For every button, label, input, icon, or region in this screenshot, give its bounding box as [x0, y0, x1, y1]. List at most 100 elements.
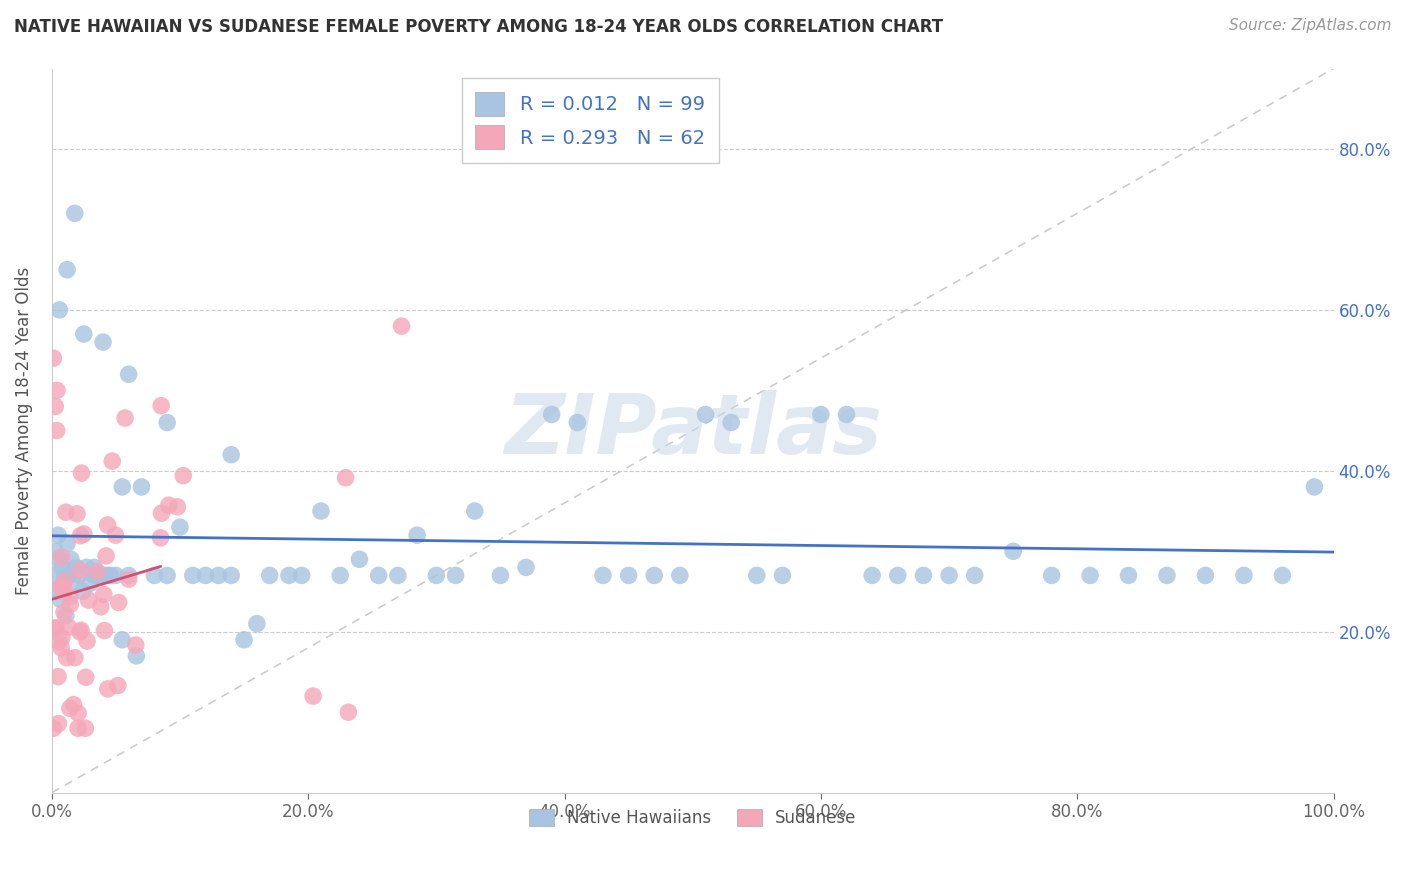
Point: [246, 616, 269, 631]
Point: [277, 568, 299, 582]
Point: [118, 568, 141, 582]
Point: [75, 670, 97, 684]
Point: [104, 528, 127, 542]
Point: [45, 621, 67, 635]
Point: [349, 552, 371, 566]
Point: [194, 568, 217, 582]
Point: [49, 592, 72, 607]
Point: [44, 568, 66, 582]
Point: [62, 698, 84, 712]
Point: [91, 334, 114, 349]
Point: [425, 568, 447, 582]
Point: [75, 560, 97, 574]
Point: [101, 454, 124, 468]
Point: [810, 408, 832, 422]
Point: [45, 584, 67, 599]
Point: [592, 568, 614, 582]
Point: [464, 504, 486, 518]
Point: [63, 650, 86, 665]
Point: [860, 568, 883, 582]
Point: [1002, 544, 1025, 558]
Point: [887, 568, 910, 582]
Text: Source: ZipAtlas.com: Source: ZipAtlas.com: [1229, 18, 1392, 33]
Point: [309, 504, 332, 518]
Point: [111, 480, 134, 494]
Point: [149, 531, 172, 545]
Point: [515, 560, 537, 574]
Point: [55, 505, 77, 519]
Point: [56, 536, 79, 550]
Point: [94, 549, 117, 563]
Point: [53, 574, 76, 588]
Point: [51, 560, 73, 574]
Point: [73, 326, 96, 341]
Point: [567, 416, 589, 430]
Point: [66, 721, 89, 735]
Point: [669, 568, 692, 582]
Point: [259, 568, 281, 582]
Point: [62, 576, 84, 591]
Point: [67, 706, 90, 721]
Point: [52, 582, 75, 596]
Point: [156, 568, 179, 582]
Point: [46, 528, 69, 542]
Point: [166, 500, 188, 514]
Point: [444, 568, 467, 582]
Point: [406, 528, 429, 542]
Point: [59, 552, 82, 566]
Point: [48, 302, 70, 317]
Point: [770, 568, 793, 582]
Point: [58, 568, 80, 582]
Point: [79, 576, 101, 591]
Point: [51, 549, 73, 564]
Point: [56, 262, 79, 277]
Point: [77, 593, 100, 607]
Point: [835, 408, 858, 422]
Point: [111, 632, 134, 647]
Point: [63, 206, 86, 220]
Point: [291, 568, 314, 582]
Point: [66, 507, 89, 521]
Point: [76, 634, 98, 648]
Point: [93, 624, 115, 638]
Point: [745, 568, 768, 582]
Point: [42, 351, 65, 366]
Point: [59, 597, 82, 611]
Point: [75, 721, 97, 735]
Point: [643, 568, 665, 582]
Point: [49, 581, 72, 595]
Point: [1271, 568, 1294, 582]
Point: [720, 416, 742, 430]
Point: [150, 506, 173, 520]
Point: [42, 721, 65, 735]
Point: [302, 689, 325, 703]
Point: [55, 608, 77, 623]
Point: [87, 568, 110, 582]
Point: [912, 568, 935, 582]
Point: [90, 568, 112, 582]
Point: [695, 408, 717, 422]
Point: [131, 480, 153, 494]
Point: [1040, 568, 1063, 582]
Point: [1233, 568, 1256, 582]
Point: [219, 568, 242, 582]
Point: [367, 568, 389, 582]
Point: [150, 399, 173, 413]
Point: [94, 568, 117, 582]
Point: [387, 568, 409, 582]
Point: [53, 568, 76, 582]
Point: [1303, 480, 1326, 494]
Point: [90, 599, 112, 614]
Point: [73, 527, 96, 541]
Point: [963, 568, 986, 582]
Point: [51, 631, 73, 645]
Point: [181, 568, 204, 582]
Point: [48, 634, 70, 648]
Point: [45, 621, 67, 635]
Point: [46, 384, 69, 398]
Point: [52, 605, 75, 619]
Point: [125, 638, 148, 652]
Point: [45, 424, 67, 438]
Point: [45, 544, 67, 558]
Point: [93, 587, 115, 601]
